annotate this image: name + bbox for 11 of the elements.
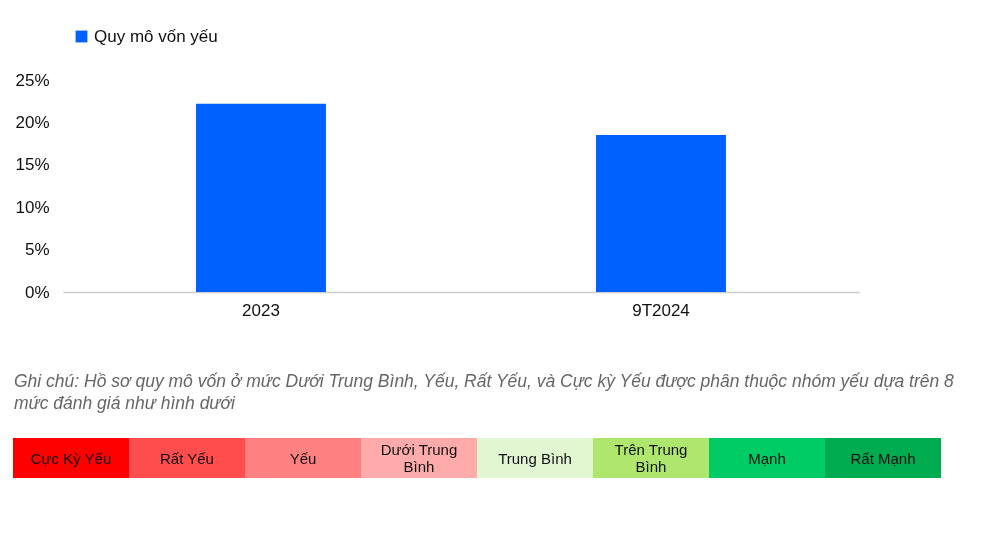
x-tick-label: 9T2024 — [632, 300, 690, 320]
y-tick-label: 20% — [15, 112, 50, 132]
y-tick-label: 10% — [15, 197, 50, 217]
y-tick-label: 5% — [24, 240, 50, 260]
rating-scale: Cực Kỳ Yếu Rất Yếu Yếu Dưới Trung Bình Trung Bình Trên Trung Bình Mạnh Rất Mạnh — [13, 438, 941, 478]
text: Ghi chú: Hồ sơ quy mô vốn ở mức Dưới Trung Bình, Yếu, Rất Yếu, và Cực kỳ Yếu được phân thuộc nhóm yếu dựa trên 8 mức đánh giá như hình dưới — [14, 370, 954, 414]
y-tick-label: 25% — [15, 70, 50, 90]
y-tick-label: 0% — [24, 282, 50, 302]
legend-label: Quy mô vốn yếu — [94, 26, 218, 46]
x-tick-label: 2023 — [242, 300, 280, 320]
y-tick-label: 15% — [15, 155, 50, 175]
